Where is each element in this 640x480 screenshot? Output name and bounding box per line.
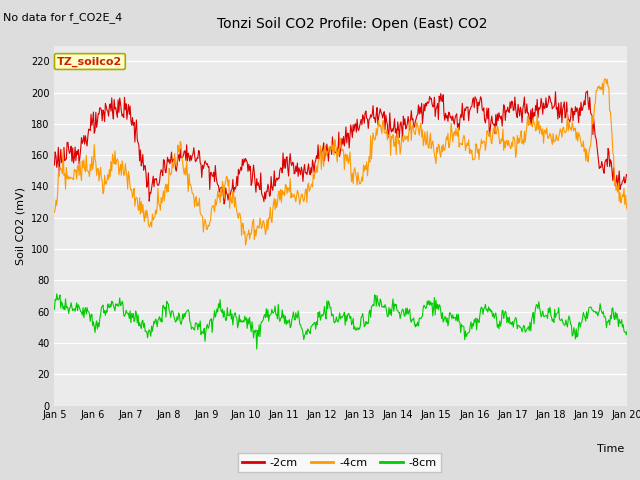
Y-axis label: Soil CO2 (mV): Soil CO2 (mV) (15, 187, 26, 264)
Text: TZ_soilco2: TZ_soilco2 (57, 56, 122, 67)
Text: Tonzi Soil CO2 Profile: Open (East) CO2: Tonzi Soil CO2 Profile: Open (East) CO2 (217, 17, 487, 31)
Legend: -2cm, -4cm, -8cm: -2cm, -4cm, -8cm (237, 453, 441, 472)
Text: No data for f_CO2E_4: No data for f_CO2E_4 (3, 12, 122, 23)
Text: Time: Time (596, 444, 624, 454)
